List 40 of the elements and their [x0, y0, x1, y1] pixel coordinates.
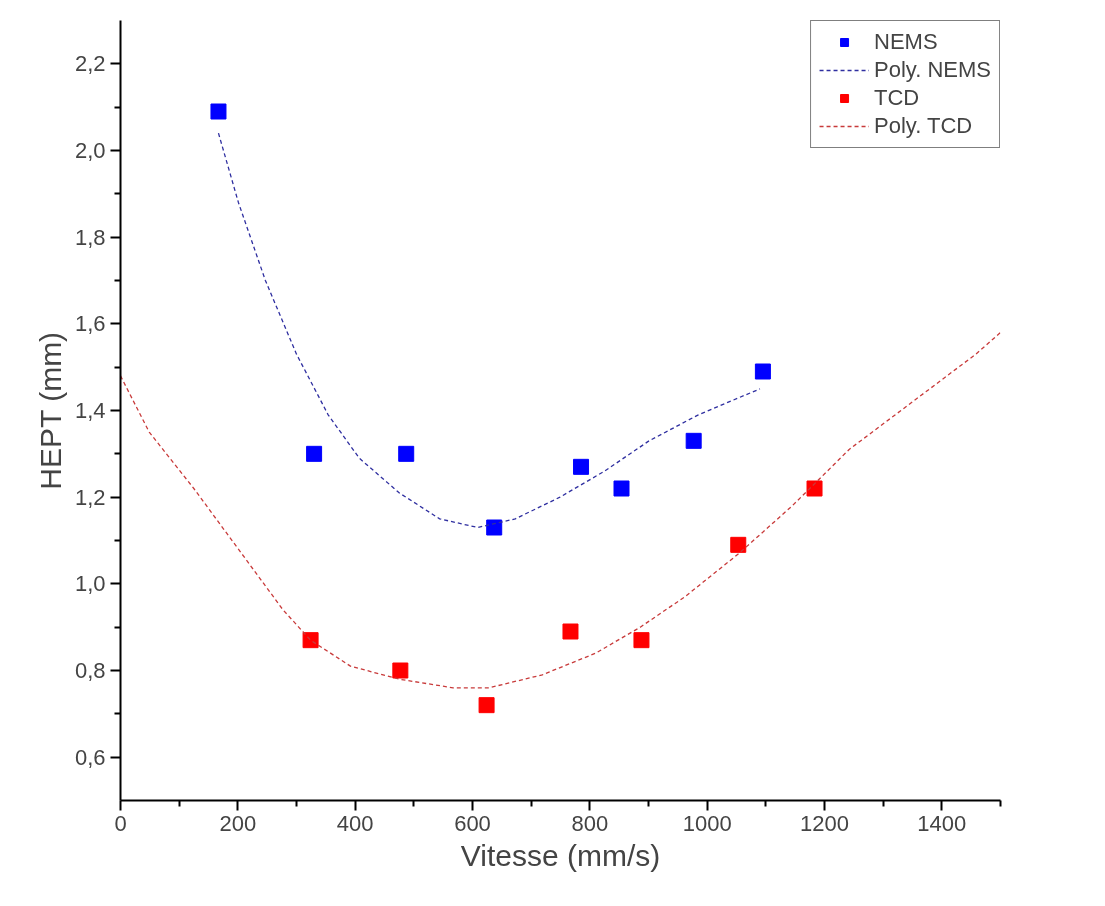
- point: [685, 432, 702, 449]
- point: [633, 632, 650, 649]
- point: [486, 519, 503, 536]
- legend-label: TCD: [874, 85, 920, 111]
- y-tick-label: 1,0: [74, 571, 106, 597]
- point: [210, 103, 227, 120]
- y-axis-title: HEPT (mm): [33, 331, 67, 490]
- x-tick-label: 600: [454, 810, 491, 836]
- x-tick-label: 0: [114, 810, 127, 836]
- x-tick-label: 200: [219, 810, 257, 836]
- y-tick-label: 1,6: [74, 311, 106, 337]
- y-tick-label: 1,8: [74, 224, 106, 250]
- y-tick-label: 0,8: [74, 658, 106, 683]
- point: [573, 458, 590, 475]
- x-tick-label: 400: [336, 810, 374, 836]
- point: [398, 445, 415, 462]
- point: [613, 480, 630, 497]
- y-tick-label: 1,2: [74, 484, 106, 510]
- point: [730, 536, 747, 553]
- point: [392, 662, 409, 679]
- point: [478, 697, 495, 714]
- point: [302, 632, 319, 649]
- legend-label: Poly. TCD: [874, 113, 973, 139]
- x-tick-label: 1200: [800, 810, 849, 836]
- x-tick-label: 1400: [917, 810, 967, 836]
- x-tick-label: 1000: [682, 810, 732, 836]
- y-tick-label: 2,2: [74, 51, 106, 77]
- legend-label: Poly. NEMS: [874, 57, 991, 83]
- x-tick-label: 800: [571, 810, 609, 836]
- point: [806, 480, 823, 497]
- line-series: [217, 132, 761, 529]
- point: [562, 623, 579, 640]
- line-series: [120, 331, 1001, 689]
- y-tick-label: 1,4: [74, 398, 106, 423]
- legend-label: NEMS: [874, 29, 938, 55]
- x-axis-title: Vitesse (mm/s): [460, 838, 661, 872]
- point: [306, 445, 323, 462]
- point: [754, 363, 771, 380]
- y-tick-label: 0,6: [74, 744, 106, 770]
- y-tick-label: 2,0: [74, 138, 106, 163]
